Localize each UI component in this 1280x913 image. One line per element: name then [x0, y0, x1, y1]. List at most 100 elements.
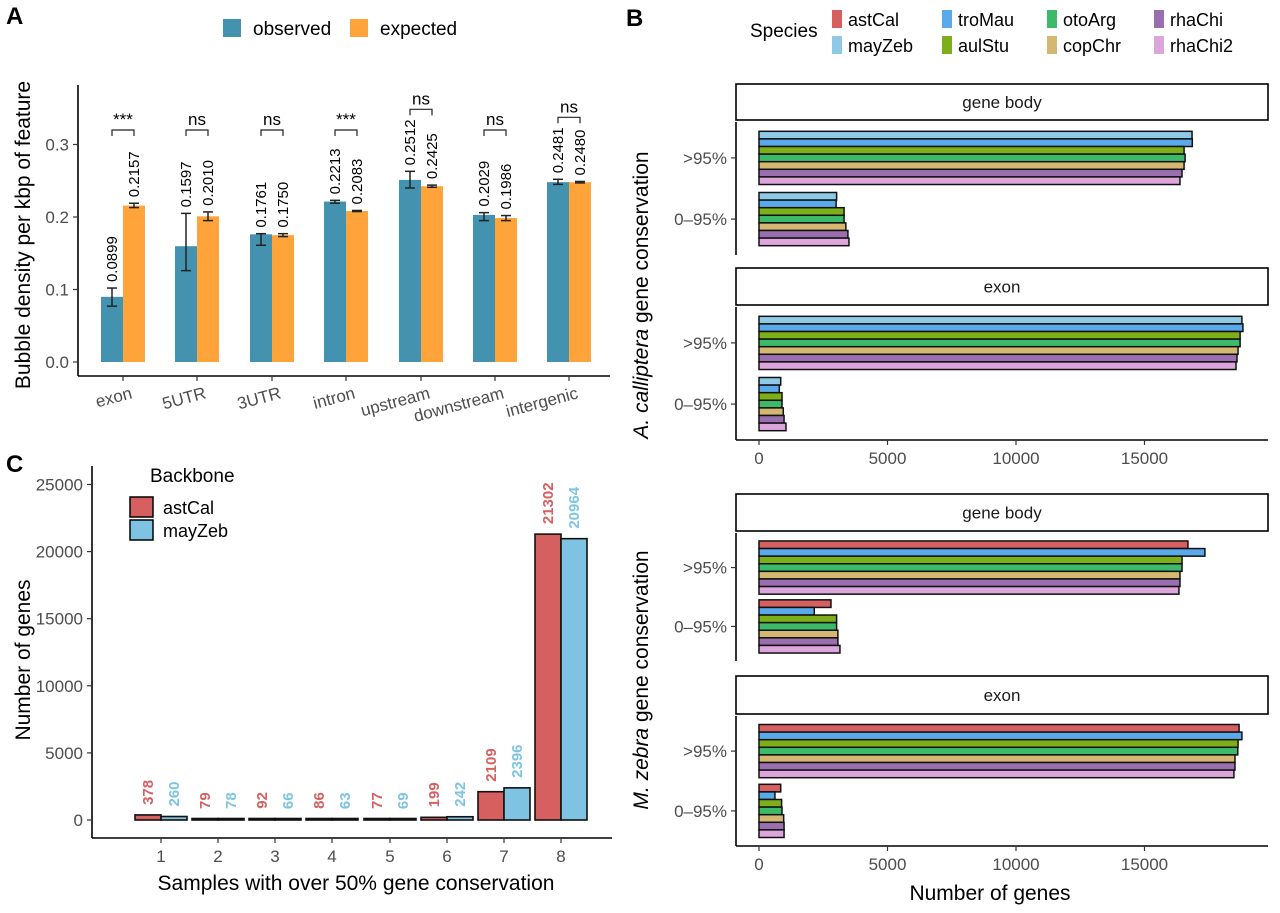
panel-c-y-axis-title: Number of genes — [12, 579, 35, 740]
bar-mayZeb-7 — [503, 787, 531, 821]
facet-exon: exon >95% 0–95% 0 5000 10000 15000 — [674, 675, 1269, 874]
bar-mayZeb-8 — [560, 537, 588, 821]
y-tick-label: 0.2 — [45, 208, 69, 227]
y-axis-title-suffix: gene conservation — [630, 550, 653, 727]
facet-strip — [735, 493, 1269, 532]
bar-otoArg-0-95 — [758, 806, 783, 816]
count-label-mayZeb-4: 63 — [337, 792, 354, 809]
bar-astCal-above-95 — [758, 540, 1189, 550]
bar-troMau-above-95 — [758, 323, 1244, 333]
facet-strip-label: exon — [984, 278, 1021, 297]
facet-strip — [735, 267, 1269, 306]
x-tick-label-exon: exon — [93, 384, 134, 412]
bar-rhaChi2-0-95 — [758, 422, 787, 432]
bar-astCal-4 — [305, 817, 333, 821]
bar-aulStu-0-95 — [758, 206, 845, 217]
bar-observed-3UTR — [250, 234, 272, 362]
panel-a-bars — [101, 170, 591, 362]
panel-a-y-axis-title: Bubble density per kbp of feature — [12, 81, 35, 389]
count-label-mayZeb-8: 20964 — [566, 486, 583, 528]
count-label-astCal-7: 2109 — [483, 748, 500, 781]
bar-astCal-6 — [420, 816, 448, 821]
y-axis-title-species: M. zebra — [630, 728, 653, 810]
significance-label-exon: *** — [113, 110, 133, 129]
legend-swatch-rhaChi — [1154, 10, 1164, 28]
value-label-observed-3UTR: 0.1761 — [253, 182, 270, 228]
panel-a-significance: *** ns ns *** ns ns ns — [111, 89, 581, 136]
y-tick-label: 25000 — [36, 476, 83, 495]
y-tick-label: 0 — [74, 811, 83, 830]
significance-bracket-intergenic — [557, 116, 581, 124]
bar-mayZeb-4 — [331, 817, 359, 821]
bar-troMau-above-95 — [758, 731, 1243, 741]
legend-label-troMau: troMau — [958, 10, 1014, 30]
facet-gene-body: gene body >95% 0–95% — [674, 83, 1269, 255]
significance-label-downstream: ns — [486, 110, 504, 129]
facet-strip-label: gene body — [962, 93, 1042, 112]
count-label-astCal-4: 86 — [311, 792, 328, 809]
bar-aulStu-above-95 — [758, 145, 1185, 155]
y-axis-title-suffix: gene conservation — [630, 151, 653, 328]
bar-astCal-5 — [363, 817, 391, 821]
bar-rhaChi2-above-95 — [758, 769, 1235, 779]
bar-troMau-above-95 — [758, 547, 1206, 557]
count-label-mayZeb-5: 69 — [395, 792, 412, 809]
bar-troMau-0-95 — [758, 384, 781, 394]
value-label-expected-downstream: 0.1986 — [498, 164, 515, 210]
bar-observed-intron — [324, 201, 346, 362]
bar-rhaChi2-0-95 — [758, 829, 785, 839]
value-label-expected-5UTR: 0.2010 — [200, 160, 217, 206]
bar-observed-upstream — [399, 179, 421, 362]
bar-rhaChi-above-95 — [758, 168, 1183, 178]
count-label-astCal-2: 79 — [197, 792, 214, 809]
bar-expected-intergenic — [569, 182, 591, 362]
bar-copChr-0-95 — [758, 629, 839, 639]
bar-expected-downstream — [495, 218, 517, 362]
bar-mayZeb-0-95 — [758, 191, 838, 201]
count-label-astCal-5: 77 — [369, 792, 386, 809]
significance-bracket-intron — [334, 129, 358, 136]
panel-a-legend: observed expected — [223, 19, 457, 40]
x-tick-label: 10000 — [992, 855, 1039, 874]
count-label-mayZeb-7: 2396 — [509, 744, 526, 777]
bar-rhaChi2-0-95 — [758, 644, 841, 654]
x-tick-label-3: 3 — [270, 847, 279, 866]
x-tick-label-2: 2 — [213, 847, 222, 866]
y-tick-label: 0.0 — [45, 353, 69, 372]
y-tick-label: 0–95% — [674, 395, 727, 414]
significance-bracket-5UTR — [185, 129, 209, 136]
significance-label-intergenic: ns — [560, 97, 578, 116]
facet-gene-body: gene body >95% 0–95% — [674, 493, 1269, 661]
bar-copChr-0-95 — [758, 813, 785, 824]
count-label-astCal-3: 92 — [254, 792, 271, 809]
bar-aulStu-above-95 — [758, 330, 1241, 340]
bar-observed-intergenic — [547, 182, 569, 362]
x-tick-label: 5000 — [869, 855, 907, 874]
value-label-expected-intergenic: 0.2480 — [572, 130, 589, 176]
facet-strip — [735, 675, 1269, 715]
x-tick-label: 10000 — [992, 449, 1039, 468]
value-label-observed-upstream: 0.2512 — [402, 119, 419, 165]
panel-letter-b: B — [626, 5, 643, 32]
bar-otoArg-above-95 — [758, 746, 1239, 756]
x-tick-label-intron: intron — [311, 384, 357, 413]
x-tick-label: 5000 — [869, 449, 907, 468]
y-axis-title: A. calliptera gene conservation — [630, 151, 653, 440]
bar-astCal-0-95 — [758, 783, 782, 793]
bar-otoArg-0-95 — [758, 214, 845, 224]
bar-rhaChi-0-95 — [758, 821, 785, 831]
x-tick-label-1: 1 — [156, 847, 165, 866]
x-tick-label: 15000 — [1121, 449, 1168, 468]
panel-c-gene-count-chart: Backbone astCal mayZeb 0 5000 10000 15000 2000… — [12, 466, 612, 895]
significance-bracket-3UTR — [260, 129, 284, 136]
bar-astCal-1 — [134, 814, 162, 821]
bar-copChr-above-95 — [758, 345, 1239, 356]
legend-swatch-mayZeb — [129, 519, 154, 541]
count-label-astCal-1: 378 — [140, 780, 157, 805]
row-group-a-calliptera: A. calliptera gene conservation gene body… — [630, 83, 1269, 468]
bar-aulStu-0-95 — [758, 391, 783, 402]
bar-expected-3UTR — [272, 235, 294, 362]
panel-b-facets: A. calliptera gene conservation gene body… — [630, 83, 1269, 874]
panel-b-legend: Species astCal mayZeb troMau aulStu otoArg cop… — [750, 10, 1233, 56]
